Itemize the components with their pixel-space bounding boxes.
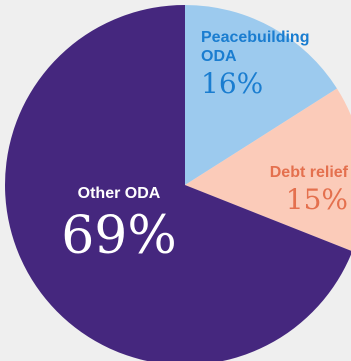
slice-value-2: 69% — [61, 206, 177, 266]
slice-value-0: 16% — [201, 67, 263, 100]
slice-value-1: 15% — [286, 183, 348, 216]
pie-slice-0 — [185, 5, 337, 185]
slice-label-0-line-0: Peacebuilding — [201, 29, 309, 46]
slice-label-0-line-1: ODA — [201, 48, 237, 65]
slice-label-2-line-0: Other ODA — [78, 185, 161, 202]
pie-slice-2 — [5, 5, 351, 361]
pie-slice-1 — [185, 88, 351, 251]
slice-labels: Peacebuilding ODA 16% Debt relief 15% Other O… — [61, 29, 348, 266]
slice-label-1-line-0: Debt relief — [270, 164, 349, 181]
pie-slices — [5, 5, 351, 361]
